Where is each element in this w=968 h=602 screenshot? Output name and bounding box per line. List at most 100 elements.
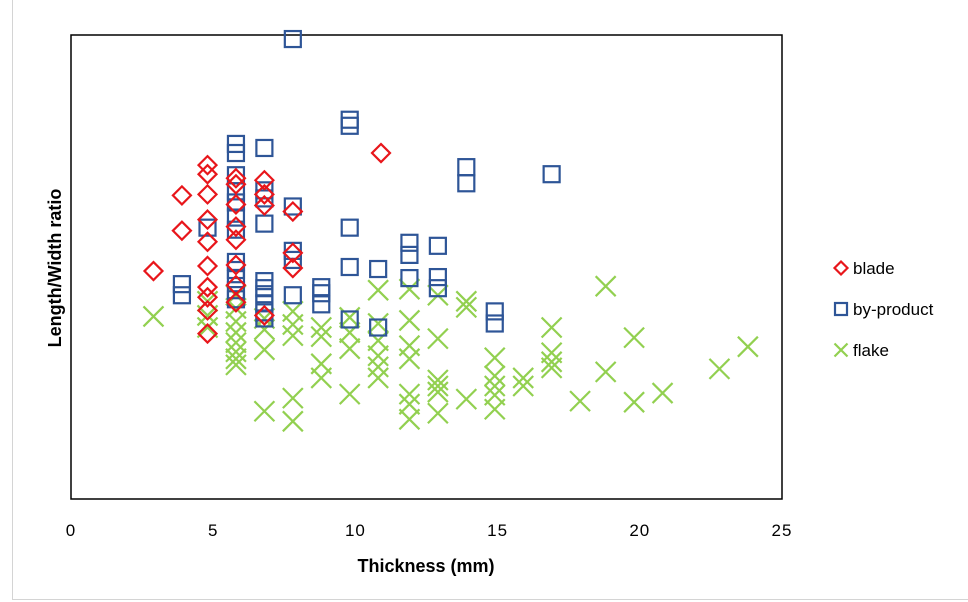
blade-point [282,257,304,279]
flake-point [427,381,449,403]
by-product-point [226,220,246,239]
x-tick-label: 10 [345,521,366,540]
flake-point [594,361,617,383]
blade-point [225,173,247,195]
x-tick-label: 25 [772,521,793,540]
blade-point [196,154,219,176]
flake-point [569,390,591,412]
flake-point [225,348,247,370]
flake-point [196,316,219,339]
y-axis-title: Length/Width ratio [45,189,65,348]
flake-point [427,375,449,397]
by-product-point [312,295,331,314]
flake-point [483,398,506,421]
flake-point [367,312,389,335]
flake-point [455,296,478,319]
x-tick-label: 20 [629,521,650,540]
by-product-point [312,284,331,303]
by-product-point [400,233,419,252]
chart-frame [12,0,968,600]
legend-label-blade: blade [853,259,895,278]
blade-point [282,242,304,264]
by-product-point [226,290,246,309]
blade-point [196,209,219,231]
by-product-point [255,309,274,328]
blade-point [196,163,219,185]
by-product-point [400,245,419,264]
flake-point [225,331,247,354]
by-product-point [340,116,359,135]
blade-point [171,220,193,242]
blade-point [142,260,165,282]
by-product-point [226,270,246,289]
by-product-point [226,182,246,201]
flake-point [282,313,304,336]
flake-point [398,278,421,300]
flake-point [367,344,389,367]
flake-point [225,354,247,376]
by-product-point [485,302,504,321]
flake-point [225,310,247,333]
blade-point [253,304,275,326]
flake-point [142,305,165,328]
data-points [142,29,759,433]
x-tick-label: 15 [487,521,508,540]
blade-point [282,200,304,223]
flake-point [651,382,674,404]
by-product-point [198,218,217,237]
flake-point [483,347,506,369]
flake-point [367,356,389,378]
flake-point [398,408,421,431]
flake-point [708,358,731,380]
flake-point [540,316,563,339]
blade-point [196,255,219,277]
by-product-point [340,310,359,329]
blade-point [253,194,275,217]
flake-point [483,375,506,397]
by-product-point [283,286,302,305]
blade-point [253,169,275,191]
blade-point [196,276,219,298]
blade-point [171,184,193,206]
flake-point [253,338,276,361]
by-product-point [312,278,331,297]
by-product-point [457,174,476,193]
flake-point [483,365,506,387]
by-product-point [428,267,447,287]
by-product-point [340,110,359,129]
flake-point [282,410,304,433]
legend-marker-by-product [833,301,849,317]
legend-label-by-product: by-product [853,300,934,319]
flake-point [398,309,421,332]
blade-point [225,291,247,313]
flake-point [427,327,449,350]
flake-point [737,335,759,358]
flake-point [310,367,333,389]
flake-point [338,383,361,405]
flake-point [367,329,389,352]
by-product-point [340,218,359,237]
blade-point [196,183,219,205]
flake-point [338,321,361,344]
flake-point [512,375,534,397]
flake-point [427,402,449,425]
flake-point [282,324,304,347]
flake-point [367,367,389,389]
flake-point [338,337,361,360]
by-product-point [172,275,192,294]
flake-point [623,391,645,413]
x-tick-label: 0 [66,521,76,540]
blade-point [196,299,219,321]
blade-point [196,323,219,345]
blade-point [196,286,219,308]
by-product-point [485,314,504,333]
flake-point [594,275,617,297]
by-product-point [226,208,246,227]
legend-marker-flake [833,342,849,358]
by-product-point [255,214,274,233]
blade-point [225,193,247,216]
x-tick-label: 5 [208,521,218,540]
flake-point [282,387,304,409]
flake-point [367,279,389,301]
